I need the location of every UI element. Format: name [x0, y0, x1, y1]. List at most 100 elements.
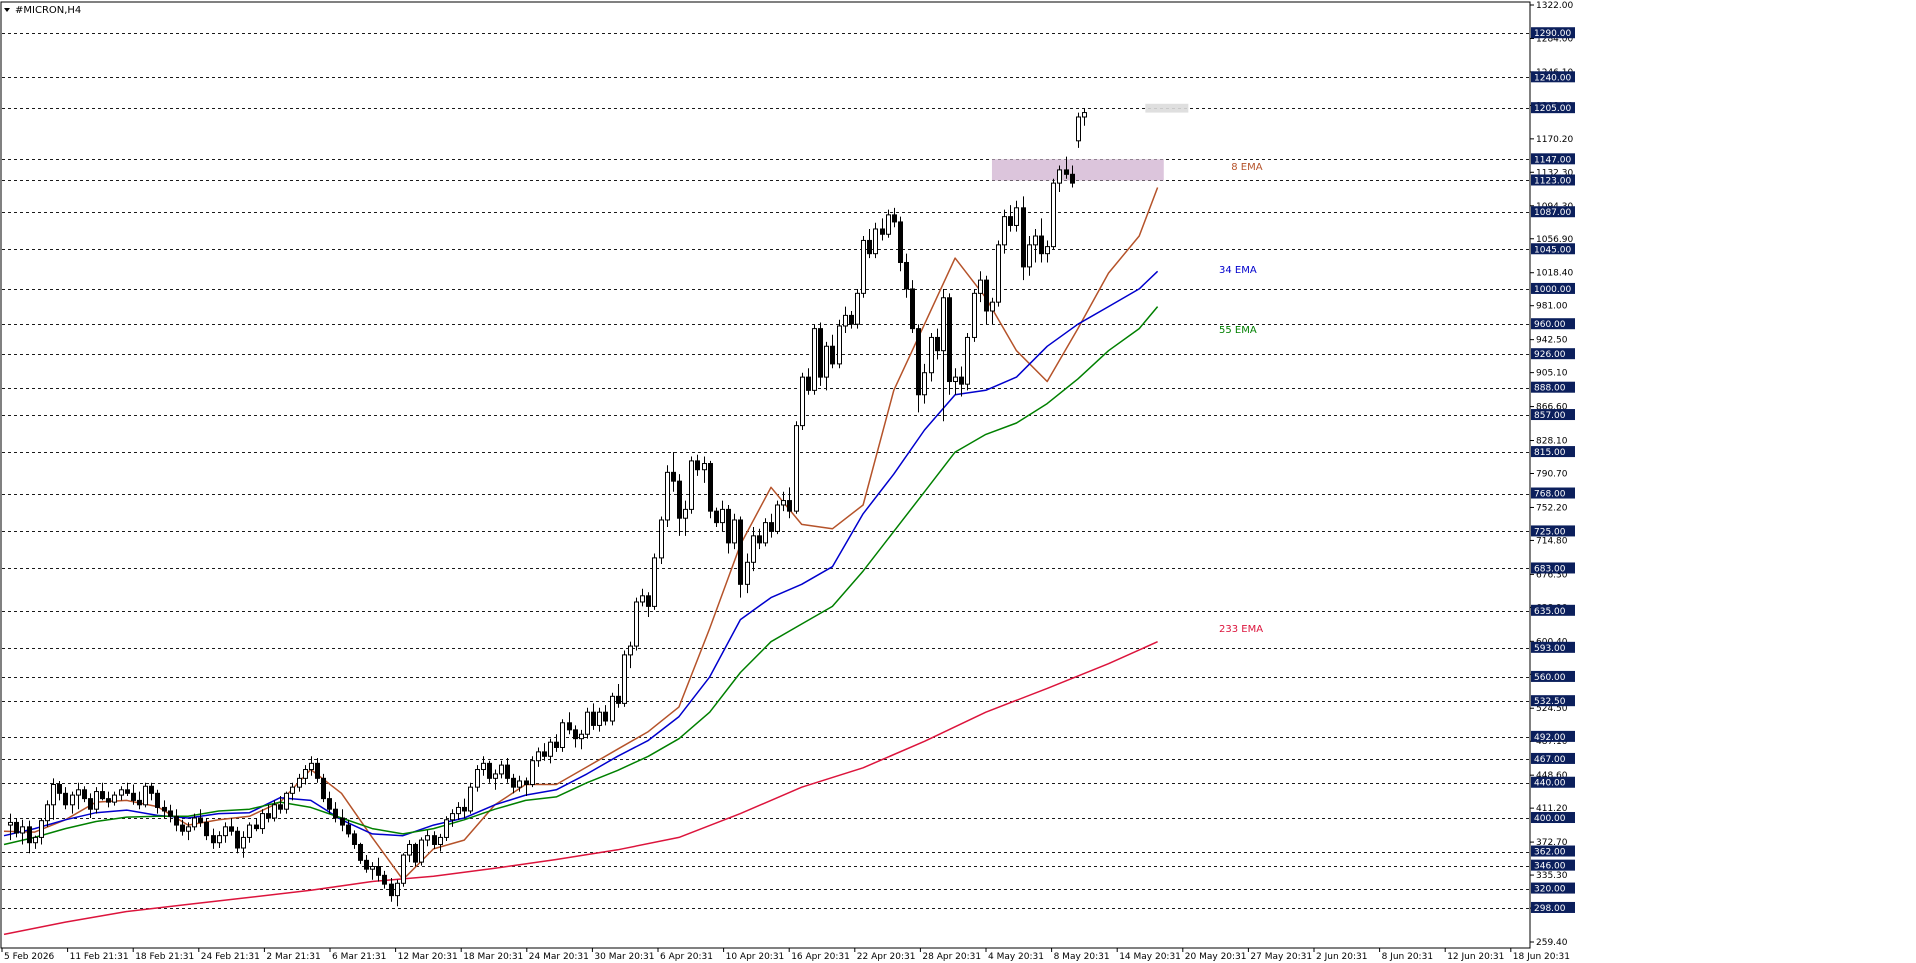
candle-body [904, 261, 909, 290]
candle-body [407, 843, 412, 856]
candle-142 [880, 218, 885, 241]
candle-body [738, 519, 743, 585]
candle-1 [14, 818, 19, 838]
level-price-box-1 [1531, 71, 1575, 83]
candle-100 [622, 650, 627, 707]
series-line-34-ema [3, 270, 1159, 837]
candle-95 [591, 703, 596, 730]
y-tick-label-9: 981.00 [1536, 302, 1568, 312]
level-price-label-2: 1205.00 [1534, 104, 1571, 114]
candle-86 [536, 747, 541, 767]
candle-54 [340, 809, 345, 832]
candle-98 [610, 692, 615, 726]
candle-40 [254, 818, 259, 832]
candle-body [892, 214, 897, 223]
level-price-label-12: 815.00 [1534, 448, 1566, 458]
level-price-box-23 [1531, 812, 1575, 824]
candle-body [241, 836, 246, 849]
candle-body [211, 835, 216, 844]
x-tick-label-21: 8 Jun 20:31 [1382, 952, 1433, 962]
x-tick-label-6: 12 Mar 20:31 [398, 952, 458, 962]
candle-body [530, 760, 535, 786]
candle-36 [229, 818, 234, 836]
x-tick-label-18: 20 May 20:31 [1185, 952, 1247, 962]
candle-12 [82, 786, 87, 803]
candle-body [867, 239, 872, 255]
candle-51 [321, 773, 326, 803]
candle-75 [468, 782, 473, 814]
candle-27 [174, 809, 179, 832]
candle-112 [695, 454, 700, 476]
x-tick-label-2: 18 Feb 21:31 [135, 952, 194, 962]
chart-symbol-title: #MICRON,H4 [15, 5, 81, 16]
candle-30 [192, 813, 197, 831]
candle-body [640, 595, 645, 603]
candle-65 [407, 840, 412, 863]
level-price-box-9 [1531, 348, 1575, 360]
candle-48 [303, 765, 308, 785]
level-price-box-6 [1531, 243, 1575, 255]
candle-body [137, 799, 142, 806]
candle-body [781, 500, 786, 506]
candle-71 [444, 816, 449, 841]
candle-106 [659, 516, 664, 565]
candle-body [1014, 207, 1019, 226]
candle-160 [990, 297, 995, 325]
x-tick-label-7: 18 Mar 20:31 [463, 952, 523, 962]
candle-body [315, 762, 320, 779]
candle-101 [628, 641, 633, 669]
candle-162 [1002, 209, 1007, 254]
candle-body [560, 722, 565, 748]
candle-body [254, 824, 259, 830]
y-tick-label-4: 1170.20 [1536, 135, 1573, 145]
candle-body [671, 471, 676, 482]
level-price-label-6: 1045.00 [1534, 245, 1571, 255]
candle-body [94, 791, 99, 810]
x-tick-label-20: 2 Jun 20:31 [1316, 952, 1367, 962]
level-price-label-1: 1240.00 [1534, 73, 1571, 83]
y-tick-label-23: 448.60 [1536, 771, 1568, 781]
y-tick-label-7: 1056.90 [1536, 235, 1573, 245]
candle-body [438, 836, 443, 845]
candle-72 [450, 809, 455, 827]
candle-39 [247, 822, 252, 843]
candle-body [419, 839, 424, 863]
candle-body [272, 804, 277, 819]
candle-148 [916, 324, 921, 413]
y-tick-label-16: 714.80 [1536, 536, 1568, 546]
candle-11 [76, 782, 81, 810]
candle-body [481, 762, 486, 771]
candle-105 [652, 553, 657, 610]
candle-34 [217, 831, 222, 849]
candle-body [321, 777, 326, 800]
candle-body [106, 798, 111, 803]
candle-body [941, 297, 946, 352]
candle-59 [370, 862, 375, 880]
candle-17 [112, 791, 117, 806]
candle-body [352, 833, 357, 845]
level-price-box-19 [1531, 695, 1575, 707]
candle-122 [757, 528, 762, 550]
x-tick-label-3: 24 Feb 21:31 [201, 952, 260, 962]
candle-body [567, 722, 572, 731]
candle-79 [493, 769, 498, 790]
level-price-box-25 [1531, 859, 1575, 871]
candle-body [972, 292, 977, 338]
x-tick-label-17: 14 May 20:31 [1119, 952, 1181, 962]
candle-body [1033, 235, 1038, 246]
candle-body [861, 239, 866, 294]
candle-body [327, 798, 332, 810]
level-price-label-13: 768.00 [1534, 490, 1566, 500]
level-price-box-20 [1531, 730, 1575, 742]
menu-dropdown-icon[interactable] [4, 8, 10, 12]
candle-140 [867, 228, 872, 259]
candle-127 [787, 487, 792, 519]
candle-64 [401, 853, 406, 887]
level-price-label-25: 346.00 [1534, 862, 1566, 872]
candle-10 [70, 791, 75, 814]
candle-body [76, 789, 81, 796]
candle-body [849, 314, 854, 325]
y-tick-label-0: 1322.00 [1536, 1, 1573, 11]
y-tick-label-11: 905.10 [1536, 369, 1568, 379]
